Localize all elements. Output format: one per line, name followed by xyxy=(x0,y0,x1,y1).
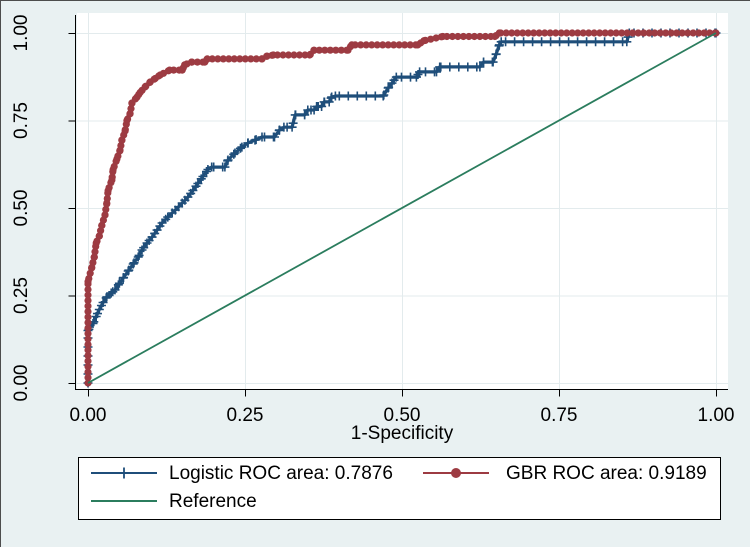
roc-curve-gbr xyxy=(84,29,720,387)
chart-svg: 0.00 0.25 0.50 0.75 1.00 0.00 0.25 0.50 0.75 1.00 xyxy=(11,13,734,426)
legend-sample-gbr xyxy=(423,468,489,478)
y-tick-label: 0.25 xyxy=(11,277,32,314)
y-tick-label: 0.00 xyxy=(11,365,32,402)
x-tick-label: 0.00 xyxy=(70,405,107,426)
legend-label-logistic: Logistic ROC area: 0.7876 xyxy=(169,463,393,484)
axes xyxy=(68,15,728,397)
x-axis-title: 1-Specificity xyxy=(350,423,454,444)
y-tick-label: 1.00 xyxy=(11,15,32,52)
legend: Logistic ROC area: 0.7876 GBR ROC area: … xyxy=(78,457,721,520)
y-tick-label: 0.75 xyxy=(11,102,32,139)
tick-labels: 0.00 0.25 0.50 0.75 1.00 0.00 0.25 0.50 0.75 1.00 xyxy=(11,15,734,426)
legend-sample-logistic xyxy=(91,467,157,479)
legend-sample-reference xyxy=(91,500,157,502)
x-tick-label: 0.25 xyxy=(227,405,264,426)
legend-label-reference: Reference xyxy=(169,491,257,512)
reference-line xyxy=(87,32,717,384)
y-tick-label: 0.50 xyxy=(11,190,32,227)
legend-label-gbr: GBR ROC area: 0.9189 xyxy=(506,463,707,484)
x-tick-label: 0.50 xyxy=(384,405,421,426)
x-tick-label: 1.00 xyxy=(698,405,735,426)
x-tick-label: 0.75 xyxy=(541,405,578,426)
